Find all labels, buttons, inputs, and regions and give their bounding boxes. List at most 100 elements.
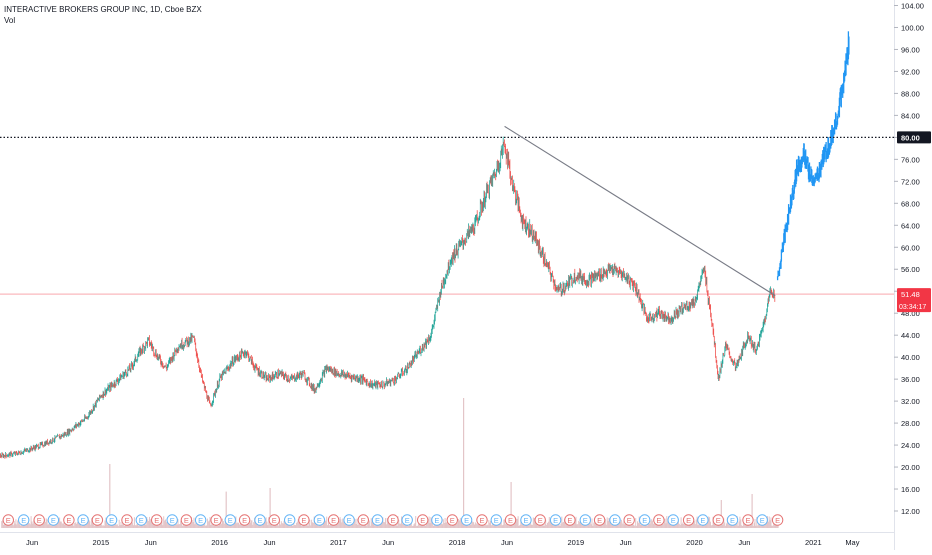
earnings-marker[interactable]: E <box>593 514 606 526</box>
earnings-marker[interactable]: E <box>268 514 280 526</box>
volume-bar <box>15 519 17 528</box>
earnings-marker[interactable]: E <box>712 514 724 526</box>
volume-bar <box>77 519 79 528</box>
time-axis[interactable]: Jun 2015 Jun 2016 Jun 2017 Jun 2018 Jun 2019 Jun 20… <box>0 532 894 548</box>
earnings-marker[interactable]: E <box>91 514 104 526</box>
earnings-marker[interactable]: E <box>417 514 429 526</box>
earnings-marker[interactable]: E <box>180 514 193 526</box>
volume-bar <box>393 525 395 528</box>
volume-indicator-label[interactable]: Vol <box>4 16 16 25</box>
trendline[interactable] <box>504 125 776 297</box>
earnings-marker[interactable]: E <box>77 514 89 526</box>
earnings-label: E <box>390 516 395 525</box>
current-price-badge-bg <box>897 288 931 313</box>
earnings-marker[interactable]: E <box>490 514 502 526</box>
volume-bar <box>343 521 345 528</box>
earnings-marker[interactable]: E <box>623 514 635 526</box>
volume-bar <box>123 521 125 528</box>
earnings-marker[interactable]: E <box>771 514 784 526</box>
volume-bar <box>259 525 261 528</box>
earnings-marker[interactable]: E <box>357 514 369 526</box>
earnings-marker[interactable]: E <box>742 514 754 526</box>
earnings-marker[interactable]: E <box>387 514 399 526</box>
earnings-marker[interactable]: E <box>534 514 546 526</box>
volume-bar <box>775 525 777 528</box>
earnings-marker[interactable]: E <box>609 514 621 526</box>
volume-bar <box>61 523 63 528</box>
volume-bar <box>707 521 709 528</box>
earnings-marker[interactable]: E <box>121 514 133 526</box>
earnings-marker[interactable]: E <box>697 514 709 526</box>
earnings-marker[interactable]: E <box>238 514 251 526</box>
earnings-marker[interactable]: E <box>653 514 665 526</box>
earnings-marker[interactable]: E <box>756 514 768 526</box>
earnings-marker[interactable]: E <box>476 514 488 526</box>
earnings-marker[interactable]: E <box>520 514 532 526</box>
earnings-marker[interactable]: E <box>135 514 148 526</box>
volume-bar <box>559 526 561 528</box>
earnings-marker[interactable]: E <box>549 514 562 526</box>
volume-bar <box>386 518 388 528</box>
earnings-marker[interactable]: E <box>105 514 118 526</box>
volume-bar <box>458 520 460 528</box>
earnings-marker[interactable]: E <box>33 514 45 526</box>
volume-bar <box>193 517 195 528</box>
earnings-marker[interactable]: E <box>431 514 443 526</box>
volume-bar <box>116 524 118 528</box>
volume-bar <box>776 525 778 528</box>
earnings-marker[interactable]: E <box>682 514 695 526</box>
earnings-marker[interactable]: E <box>460 514 473 526</box>
volume-bar <box>260 524 262 528</box>
earnings-marker[interactable]: E <box>639 514 651 526</box>
earnings-marker[interactable]: E <box>18 514 30 526</box>
earnings-marker[interactable]: E <box>579 514 591 526</box>
earnings-marker[interactable]: E <box>504 514 517 526</box>
earnings-marker[interactable]: E <box>446 514 458 526</box>
earnings-label: E <box>686 516 691 525</box>
earnings-marker[interactable]: E <box>564 514 576 526</box>
earnings-marker[interactable]: E <box>327 514 340 526</box>
volume-bar <box>515 518 517 528</box>
volume-bar <box>406 525 408 528</box>
earnings-label: E <box>760 516 765 525</box>
earnings-marker[interactable]: E <box>726 514 739 526</box>
volume-bar <box>60 521 62 528</box>
earnings-circle <box>476 514 488 526</box>
earnings-marker[interactable]: E <box>210 514 222 526</box>
dotted-level-badge[interactable]: 80.00 <box>897 131 931 144</box>
volume-bar <box>610 520 612 528</box>
volume-bar <box>545 519 547 528</box>
volume-bar <box>311 519 313 528</box>
earnings-marker[interactable]: E <box>47 514 60 526</box>
price-axis[interactable]: 12.00 16.00 20.00 24.00 28.00 32.00 36.00 40.00… <box>894 0 931 550</box>
earnings-circle <box>284 514 296 526</box>
earnings-marker[interactable]: E <box>401 514 413 526</box>
volume-bar <box>102 525 104 528</box>
earnings-marker[interactable]: E <box>224 514 237 526</box>
earnings-label: E <box>627 516 632 525</box>
earnings-marker[interactable]: E <box>2 514 14 526</box>
volume-bar <box>16 524 18 528</box>
earnings-label: E <box>375 516 380 525</box>
earnings-marker[interactable]: E <box>298 514 310 526</box>
earnings-label: E <box>494 516 499 525</box>
earnings-marker[interactable]: E <box>284 514 296 526</box>
volume-bar <box>55 522 57 528</box>
earnings-marker[interactable]: E <box>254 514 266 526</box>
volume-bar <box>664 518 666 528</box>
current-price-badge[interactable]: 51.48 03:34:17 <box>897 288 931 313</box>
earnings-marker[interactable]: E <box>63 514 75 526</box>
volume-bar <box>592 525 594 528</box>
volume-bar <box>179 524 181 528</box>
earnings-marker[interactable]: E <box>343 514 355 526</box>
earnings-marker[interactable]: E <box>667 514 679 526</box>
earnings-marker[interactable]: E <box>371 514 384 526</box>
earnings-marker[interactable]: E <box>166 514 178 526</box>
earnings-marker[interactable]: E <box>194 514 207 526</box>
volume-bar <box>382 517 384 528</box>
earnings-marker[interactable]: E <box>151 514 163 526</box>
earnings-marker[interactable]: E <box>313 514 326 526</box>
